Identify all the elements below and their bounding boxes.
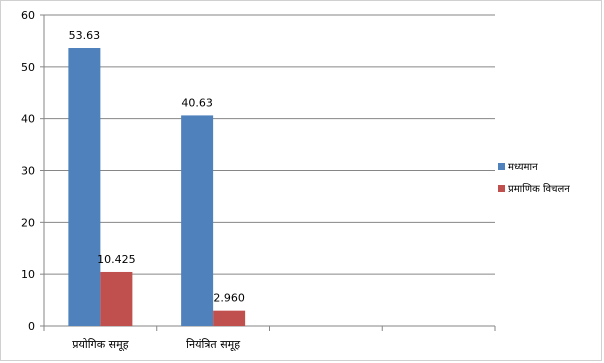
bar [181, 115, 214, 326]
data-label: 40.63 [181, 96, 213, 109]
data-label: 10.425 [97, 253, 136, 266]
x-tick-label: नियंत्रित समूह [186, 338, 240, 352]
data-label: 53.63 [69, 29, 101, 42]
y-tick-label: 30 [21, 165, 35, 178]
bar [213, 310, 246, 326]
legend-swatch [498, 163, 505, 170]
bar [100, 271, 133, 326]
legend-swatch [498, 185, 505, 192]
y-tick-label: 0 [28, 320, 35, 333]
y-tick-label: 20 [21, 216, 35, 229]
bar [68, 48, 101, 327]
y-tick-label: 50 [21, 61, 35, 74]
x-tick-label: प्रयोगिक समूह [72, 338, 128, 352]
legend-label: प्रमाणिक विचलन [508, 183, 570, 195]
y-tick-label: 60 [21, 9, 35, 22]
data-label: 2.960 [213, 292, 245, 305]
y-tick-label: 40 [21, 113, 35, 126]
legend-label: मध्यमान [508, 162, 538, 173]
y-tick-label: 10 [21, 268, 35, 281]
